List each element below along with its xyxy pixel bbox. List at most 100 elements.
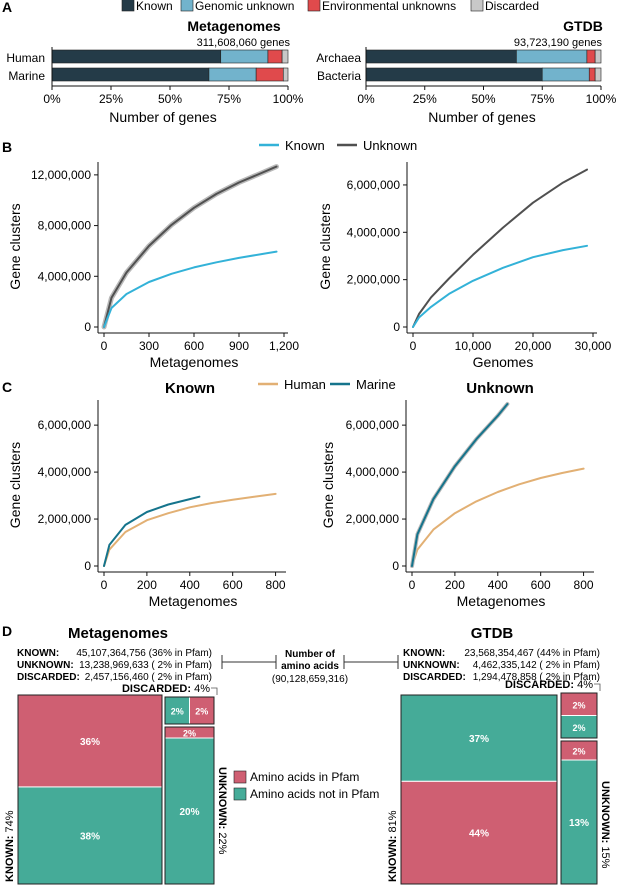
mosaic-meta-discarded-pfam bbox=[189, 696, 215, 725]
chart-d-gtdb-mosaic: 37% 44% KNOWN: 81% 2% 2% DISCARDED: 4% 2% 13% UN… bbox=[387, 679, 611, 885]
legend-c: Human Marine bbox=[258, 377, 396, 392]
a-gtdb-bar-archaea-environmental-unknowns bbox=[586, 49, 596, 64]
chart-a-meta-subtitle: 311,608,060 genes bbox=[197, 37, 291, 49]
legend-b-unknown: Unknown bbox=[363, 138, 417, 153]
chart-c-known-series-human bbox=[103, 492, 277, 567]
mosaic-gtdb-unknown-frame bbox=[560, 740, 598, 885]
chart-d-gtdb-title: GTDB bbox=[471, 625, 514, 642]
mosaic-meta-known-bottom-label: 38% bbox=[80, 831, 100, 842]
a-meta-bar-marine-environmental-unknowns bbox=[255, 67, 284, 82]
chart-b-meta-series-unknown-band bbox=[101, 164, 279, 330]
mosaic-gtdb-discarded-not-pfam-label: 2% bbox=[572, 723, 585, 733]
chart-c-known-xtick-label: 800 bbox=[266, 578, 286, 592]
chart-a-meta-category-marine: Marine bbox=[8, 69, 45, 83]
a-gtdb-xtick-label: 0% bbox=[357, 92, 375, 106]
mosaic-gtdb-unknown-side-label: UNKNOWN: 15% bbox=[599, 781, 611, 869]
a-gtdb-bar-archaea-discarded bbox=[594, 49, 602, 64]
a-meta-xtick-label: 0% bbox=[43, 92, 61, 106]
legend-a-known: Known bbox=[136, 0, 173, 13]
d-meta-discarded-label: DISCARDED: bbox=[17, 672, 80, 683]
chart-c-known-xtick-label: 200 bbox=[137, 578, 157, 592]
chart-c-known-series-marine bbox=[103, 495, 201, 567]
chart-b-meta-xtick-label: 0 bbox=[101, 339, 108, 353]
chart-b-gtdb-ytick-label: 4,000,000 bbox=[347, 225, 401, 239]
d-meta-unknown-value: 13,238,969,633 ( 2% in Pfam) bbox=[79, 660, 212, 671]
chart-b-meta-xtick-label: 900 bbox=[229, 339, 249, 353]
d-gtdb-known-label: KNOWN: bbox=[403, 648, 445, 659]
d-gtdb-unknown-label: UNKNOWN: bbox=[403, 660, 460, 671]
chart-a-gtdb-category-archaea: Archaea bbox=[316, 51, 361, 65]
chart-b-meta-xtick-label: 300 bbox=[139, 339, 159, 353]
mosaic-gtdb-unknown-not-pfam-label: 13% bbox=[569, 818, 589, 829]
chart-b-meta-ytick-label: 12,000,000 bbox=[31, 168, 91, 182]
d-gtdb-discarded-label: DISCARDED: bbox=[403, 672, 466, 683]
chart-b-gtdb-xtick-label: 0 bbox=[410, 339, 417, 353]
a-gtdb-bar-bacteria-known bbox=[365, 67, 543, 82]
chart-c-unknown-xtick-label: 200 bbox=[445, 578, 465, 592]
center-title-1: Number of bbox=[285, 649, 336, 660]
chart-c-known-ylabel: Gene clusters bbox=[7, 442, 23, 528]
a-meta-bar-human-known bbox=[51, 49, 222, 64]
chart-c-unknown-ytick-label: 6,000,000 bbox=[346, 418, 400, 432]
legend-b: Known Unknown bbox=[259, 138, 417, 153]
d-gtdb-known-value: 23,568,354,467 (44% in Pfam) bbox=[464, 648, 600, 659]
chart-c-known-ytick-label: 0 bbox=[84, 559, 91, 573]
chart-c-unknown-ylabel: Gene clusters bbox=[320, 442, 336, 528]
mosaic-meta-known-frame bbox=[17, 694, 163, 885]
chart-c-unknown-ytick-label: 4,000,000 bbox=[346, 465, 400, 479]
mosaic-gtdb-unknown-pfam-label: 2% bbox=[572, 747, 585, 757]
mosaic-meta-unknown-frame bbox=[164, 726, 215, 885]
legend-swatch-genomic-unknown bbox=[180, 0, 194, 12]
chart-a-gtdb-xlabel: Number of genes bbox=[428, 109, 535, 125]
mosaic-meta-discarded-frame bbox=[164, 696, 215, 725]
a-meta-bar-human-genomic-unknown bbox=[220, 49, 269, 64]
mosaic-meta-unknown-not-pfam bbox=[164, 737, 215, 885]
d-meta-unknown-label: UNKNOWN: bbox=[17, 660, 74, 671]
chart-b-meta-series-known bbox=[103, 250, 278, 328]
chart-b-meta-ytick-label: 8,000,000 bbox=[38, 219, 92, 233]
legend-d-pfam-swatch bbox=[233, 770, 247, 784]
chart-c-unknown-series-marine-band bbox=[410, 402, 510, 568]
chart-c-unknown-ytick-label: 0 bbox=[392, 559, 399, 573]
d-meta-known-label: KNOWN: bbox=[17, 648, 59, 659]
chart-c-unknown-series-marine bbox=[411, 403, 509, 567]
chart-a-meta-xlabel: Number of genes bbox=[109, 109, 216, 125]
chart-b-gtdb-ytick-label: 0 bbox=[393, 320, 400, 334]
chart-c-unknown-xtick-label: 400 bbox=[488, 578, 508, 592]
mosaic-meta-discarded-not-pfam-label: 2% bbox=[171, 707, 184, 717]
chart-a-gtdb: GTDB 93,723,190 genes Archaea Bacteria 0… bbox=[316, 18, 616, 125]
chart-b-gtdb-xtick-label: 20,000 bbox=[515, 339, 552, 353]
chart-b-gtdb-xtick-label: 10,000 bbox=[455, 339, 492, 353]
a-gtdb-xtick-label: 50% bbox=[471, 92, 495, 106]
mosaic-meta-known-bottom bbox=[17, 786, 163, 885]
a-meta-xtick-label: 75% bbox=[217, 92, 241, 106]
chart-b-meta-ylabel: Gene clusters bbox=[7, 203, 23, 289]
chart-d-meta-summary: KNOWN: 45,107,364,756 (36% in Pfam) UNKN… bbox=[17, 648, 212, 683]
chart-b-meta-series-unknown bbox=[103, 165, 278, 328]
legend-swatch-known bbox=[121, 0, 135, 12]
legend-a-discarded: Discarded bbox=[485, 0, 539, 13]
legend-d-not-pfam: Amino acids not in Pfam bbox=[250, 787, 379, 801]
legend-swatch-environmental-unknown bbox=[307, 0, 321, 12]
chart-d-meta-title: Metagenomes bbox=[68, 625, 168, 642]
a-gtdb-bar-bacteria-discarded bbox=[594, 67, 602, 82]
panel-label-b: B bbox=[2, 139, 12, 155]
legend-d-not-pfam-swatch bbox=[233, 787, 247, 801]
chart-c-unknown-xtick-label: 800 bbox=[574, 578, 594, 592]
legend-a: Known Genomic unknown Environmental unkn… bbox=[121, 0, 539, 13]
mosaic-meta-known-side-label: KNOWN: 74% bbox=[4, 810, 16, 882]
mosaic-gtdb-discarded-label: DISCARDED: 4% bbox=[505, 679, 593, 691]
chart-c-known-ytick-label: 4,000,000 bbox=[38, 465, 92, 479]
chart-b-gtdb-ytick-label: 6,000,000 bbox=[347, 178, 401, 192]
chart-b-metagenomes: 0 4,000,000 8,000,000 12,000,000 0 300 600 900 1… bbox=[7, 162, 299, 370]
mosaic-gtdb-known-side-label: KNOWN: 81% bbox=[387, 810, 399, 882]
chart-c-known-xtick-label: 0 bbox=[101, 578, 108, 592]
legend-a-environmental-unknowns: Environmental unknowns bbox=[322, 0, 456, 13]
legend-swatch-discarded bbox=[470, 0, 484, 12]
chart-a-meta-category-human: Human bbox=[6, 51, 45, 65]
legend-d-pfam: Amino acids in Pfam bbox=[250, 770, 359, 784]
chart-a-gtdb-title: GTDB bbox=[563, 18, 603, 34]
center-title-2: amino acids bbox=[281, 661, 339, 672]
chart-c-unknown-xtick-label: 600 bbox=[531, 578, 551, 592]
